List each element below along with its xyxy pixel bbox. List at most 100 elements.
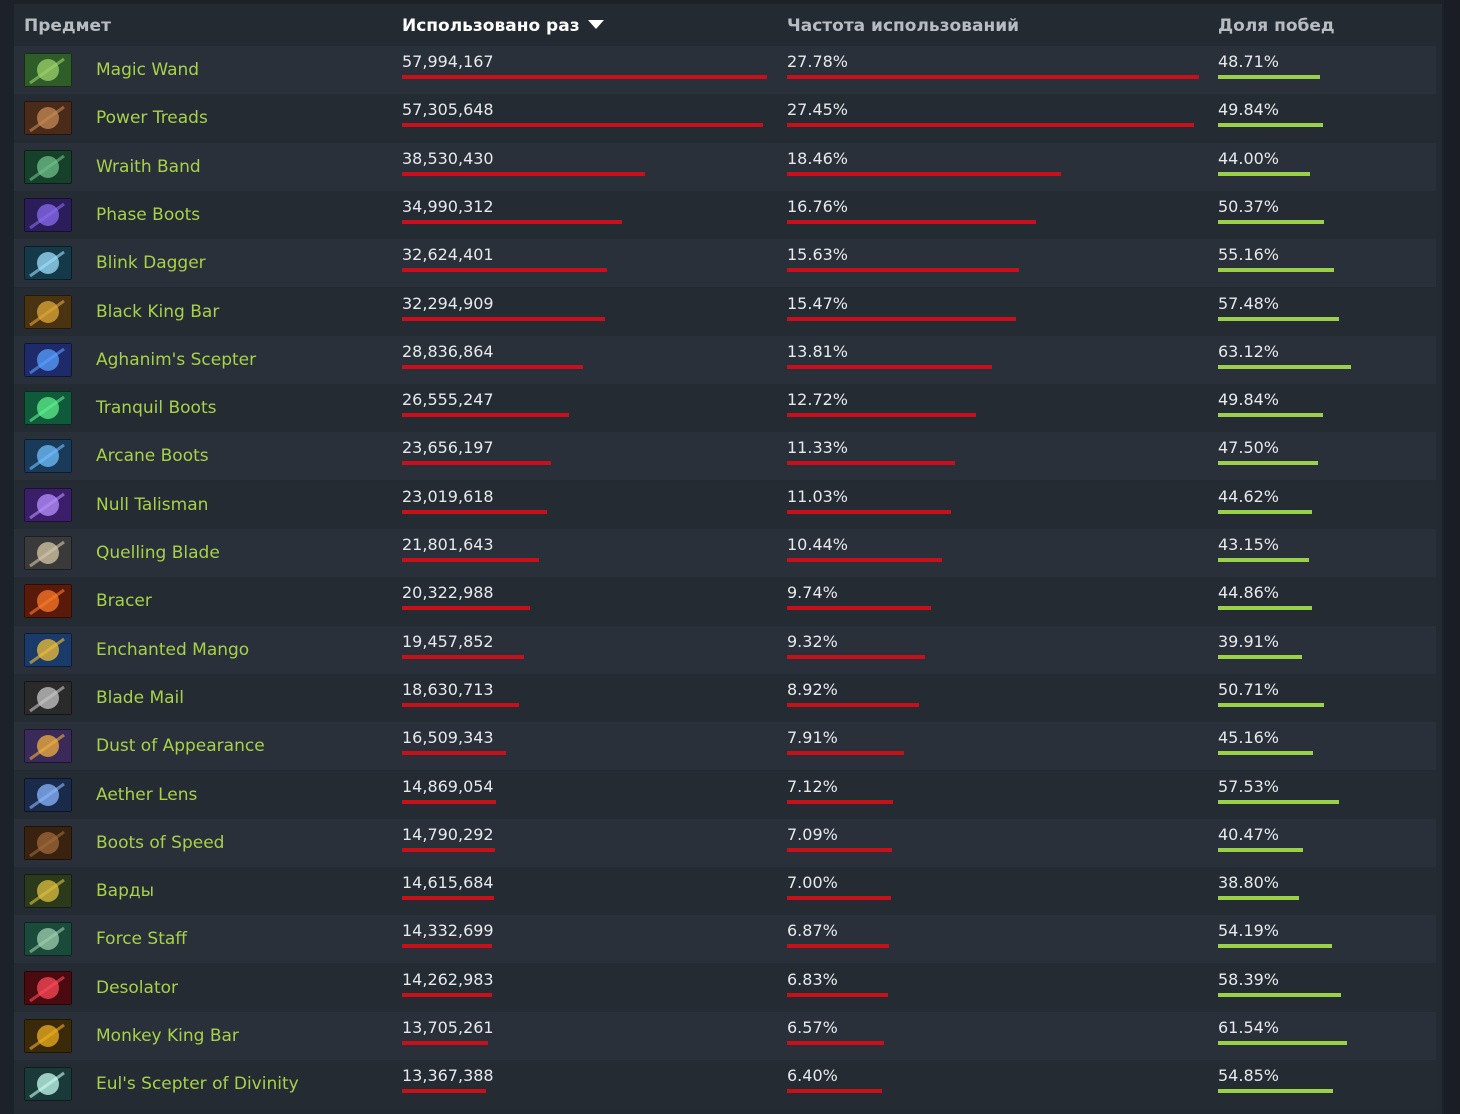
winrate-value: 39.91% — [1218, 632, 1280, 651]
aether-lens-icon[interactable] — [24, 778, 72, 812]
item-name-link[interactable]: Blink Dagger — [96, 253, 206, 273]
item-name-link[interactable]: Magic Wand — [96, 60, 200, 80]
item-name-link[interactable]: Force Staff — [96, 929, 187, 949]
blink-dagger-icon[interactable] — [24, 246, 72, 280]
uses-bar — [402, 655, 524, 659]
winrate-bar — [1218, 510, 1312, 514]
table-row[interactable]: Aghanim's Scepter 28,836,864 13.81% 63.12% — [14, 336, 1436, 384]
item-name-link[interactable]: Eul's Scepter of Divinity — [96, 1074, 299, 1094]
item-name-link[interactable]: Arcane Boots — [96, 446, 209, 466]
dust-of-appearance-icon[interactable] — [24, 729, 72, 763]
column-header-uses[interactable]: Использовано раз — [402, 16, 604, 36]
table-row[interactable]: Quelling Blade 21,801,643 10.44% 43.15% — [14, 529, 1436, 577]
frequency-value: 18.46% — [787, 149, 849, 168]
table-row[interactable]: Desolator 14,262,983 6.83% 58.39% — [14, 964, 1436, 1012]
frequency-value: 7.12% — [787, 777, 838, 796]
table-row[interactable]: Phase Boots 34,990,312 16.76% 50.37% — [14, 191, 1436, 239]
winrate-value: 54.19% — [1218, 921, 1280, 940]
item-name-link[interactable]: Null Talisman — [96, 495, 209, 515]
euls-scepter-icon[interactable] — [24, 1067, 72, 1101]
table-row[interactable]: Dust of Appearance 16,509,343 7.91% 45.16% — [14, 722, 1436, 770]
item-name-link[interactable]: Blade Mail — [96, 688, 184, 708]
item-name-link[interactable]: Boots of Speed — [96, 833, 225, 853]
scrollbar[interactable] — [1444, 0, 1460, 1114]
frequency-value: 6.57% — [787, 1018, 838, 1037]
frequency-value: 27.78% — [787, 52, 849, 71]
null-talisman-icon[interactable] — [24, 488, 72, 522]
frequency-value: 7.91% — [787, 728, 838, 747]
item-name-link[interactable]: Desolator — [96, 978, 179, 998]
item-name-link[interactable]: Power Treads — [96, 108, 208, 128]
item-name-link[interactable]: Monkey King Bar — [96, 1026, 239, 1046]
uses-bar — [402, 703, 519, 707]
uses-count: 14,790,292 — [402, 825, 494, 844]
table-row[interactable]: Null Talisman 23,019,618 11.03% 44.62% — [14, 481, 1436, 529]
power-treads-icon[interactable] — [24, 101, 72, 135]
magic-wand-icon[interactable] — [24, 53, 72, 87]
uses-count: 16,509,343 — [402, 728, 494, 747]
column-header-item[interactable]: Предмет — [24, 16, 111, 36]
table-row[interactable]: Black King Bar 32,294,909 15.47% 57.48% — [14, 288, 1436, 336]
item-name-link[interactable]: Aghanim's Scepter — [96, 350, 257, 370]
winrate-bar — [1218, 896, 1299, 900]
table-row[interactable]: Magic Wand 57,994,167 27.78% 48.71% — [14, 46, 1436, 94]
table-row[interactable]: Force Staff 14,332,699 6.87% 54.19% — [14, 915, 1436, 963]
monkey-king-bar-icon[interactable] — [24, 1019, 72, 1053]
table-row[interactable]: Arcane Boots 23,656,197 11.33% 47.50% — [14, 432, 1436, 480]
uses-count: 32,624,401 — [402, 245, 494, 264]
enchanted-mango-icon[interactable] — [24, 633, 72, 667]
winrate-bar — [1218, 461, 1318, 465]
uses-count: 21,801,643 — [402, 535, 494, 554]
item-name-link[interactable]: Enchanted Mango — [96, 640, 250, 660]
table-row[interactable]: Blink Dagger 32,624,401 15.63% 55.16% — [14, 239, 1436, 287]
item-name-link[interactable]: Tranquil Boots — [96, 398, 217, 418]
winrate-value: 57.48% — [1218, 294, 1280, 313]
uses-bar — [402, 220, 622, 224]
table-row[interactable]: Aether Lens 14,869,054 7.12% 57.53% — [14, 771, 1436, 819]
uses-count: 19,457,852 — [402, 632, 494, 651]
tranquil-boots-icon[interactable] — [24, 391, 72, 425]
table-row[interactable]: Enchanted Mango 19,457,852 9.32% 39.91% — [14, 626, 1436, 674]
wards-icon[interactable] — [24, 874, 72, 908]
winrate-bar — [1218, 1041, 1347, 1045]
table-row[interactable]: Tranquil Boots 26,555,247 12.72% 49.84% — [14, 384, 1436, 432]
table-row[interactable]: Blade Mail 18,630,713 8.92% 50.71% — [14, 674, 1436, 722]
wraith-band-icon[interactable] — [24, 150, 72, 184]
winrate-value: 50.71% — [1218, 680, 1280, 699]
table-row[interactable]: Boots of Speed 14,790,292 7.09% 40.47% — [14, 819, 1436, 867]
table-row[interactable]: Bracer 20,322,988 9.74% 44.86% — [14, 577, 1436, 625]
item-name-link[interactable]: Wraith Band — [96, 157, 201, 177]
column-header-winrate[interactable]: Доля побед — [1218, 16, 1335, 36]
quelling-blade-icon[interactable] — [24, 536, 72, 570]
table-row[interactable]: Варды 14,615,684 7.00% 38.80% — [14, 867, 1436, 915]
item-name-link[interactable]: Quelling Blade — [96, 543, 220, 563]
desolator-icon[interactable] — [24, 971, 72, 1005]
arcane-boots-icon[interactable] — [24, 439, 72, 473]
column-header-frequency[interactable]: Частота использований — [787, 16, 1020, 36]
table-row[interactable]: Wraith Band 38,530,430 18.46% 44.00% — [14, 143, 1436, 191]
frequency-bar — [787, 123, 1194, 127]
item-name-link[interactable]: Bracer — [96, 591, 152, 611]
frequency-bar — [787, 800, 893, 804]
winrate-bar — [1218, 75, 1320, 79]
bracer-icon[interactable] — [24, 584, 72, 618]
black-king-bar-icon[interactable] — [24, 295, 72, 329]
frequency-value: 10.44% — [787, 535, 849, 554]
aghanims-scepter-icon[interactable] — [24, 343, 72, 377]
item-name-link[interactable]: Варды — [96, 881, 155, 901]
table-row[interactable]: Power Treads 57,305,648 27.45% 49.84% — [14, 94, 1436, 142]
item-name-link[interactable]: Black King Bar — [96, 302, 220, 322]
uses-count: 23,019,618 — [402, 487, 494, 506]
item-name-link[interactable]: Dust of Appearance — [96, 736, 265, 756]
item-name-link[interactable]: Aether Lens — [96, 785, 198, 805]
phase-boots-icon[interactable] — [24, 198, 72, 232]
table-row[interactable]: Monkey King Bar 13,705,261 6.57% 61.54% — [14, 1012, 1436, 1060]
item-name-link[interactable]: Phase Boots — [96, 205, 201, 225]
table-row[interactable]: Eul's Scepter of Divinity 13,367,388 6.40%… — [14, 1060, 1436, 1108]
uses-bar — [402, 365, 583, 369]
blade-mail-icon[interactable] — [24, 681, 72, 715]
force-staff-icon[interactable] — [24, 922, 72, 956]
boots-of-speed-icon[interactable] — [24, 826, 72, 860]
winrate-bar — [1218, 655, 1302, 659]
